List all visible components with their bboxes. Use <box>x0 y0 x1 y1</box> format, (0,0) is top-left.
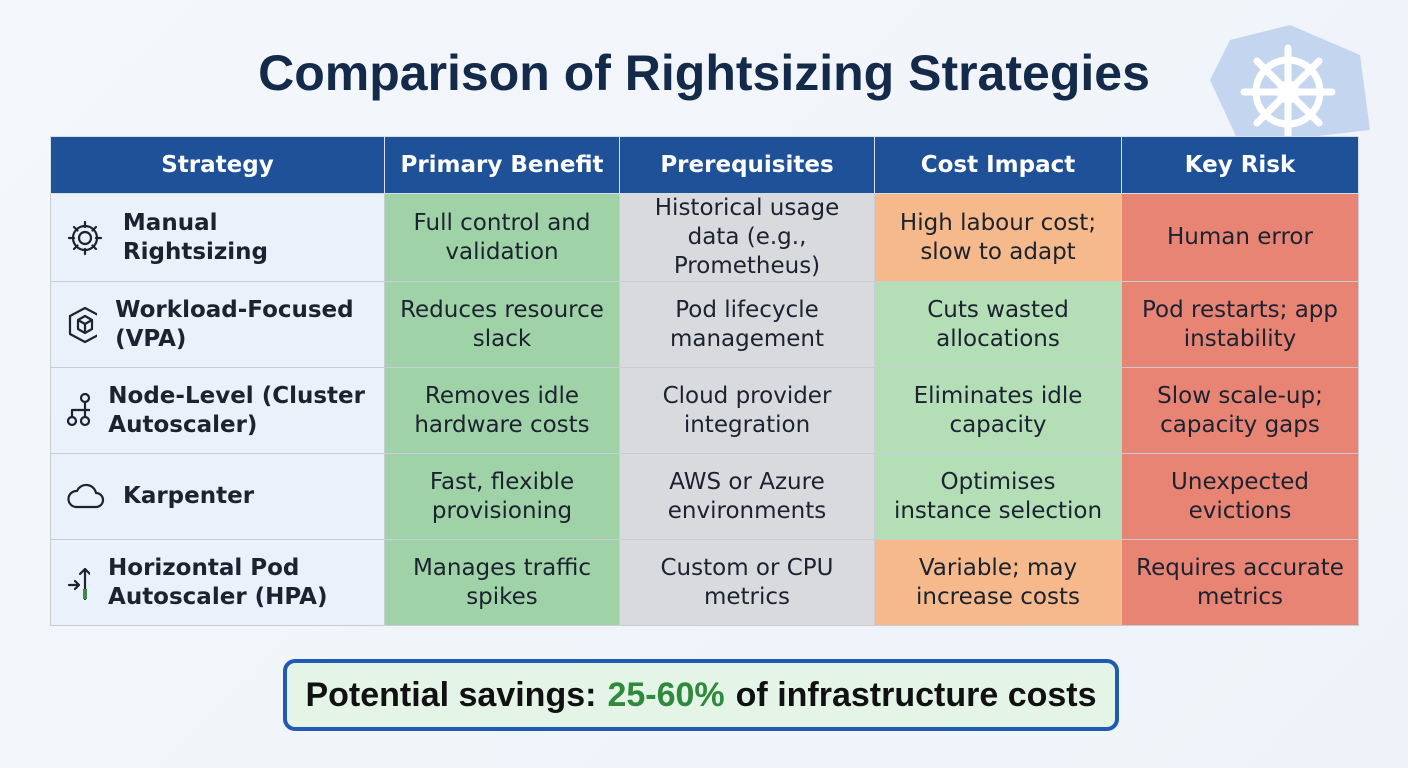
table-cell: Custom or CPU metrics <box>619 539 875 626</box>
table-cell: High labour cost; slow to adapt <box>874 193 1122 282</box>
table-cell: Cloud provider integration <box>619 367 875 454</box>
header-cell: Cost Impact <box>874 136 1122 194</box>
table-cell: Cuts wasted allocations <box>874 281 1122 368</box>
comparison-table: Strategy Primary Benefit Prerequisites Cost… <box>50 136 1359 626</box>
table-cell: Optimises instance selection <box>874 453 1122 540</box>
savings-lead: Potential savings: <box>305 675 597 714</box>
table-cell: Fast, flexible provisioning <box>384 453 620 540</box>
title: Comparison of Rightsizing Strategies <box>258 45 1150 101</box>
strategy-name: Karpenter <box>123 483 255 509</box>
table-cell: Pod lifecycle management <box>619 281 875 368</box>
strategy-wrap: Manual Rightsizing <box>65 209 370 267</box>
savings-tail: of infrastructure costs <box>735 675 1097 714</box>
strategy-wrap: Karpenter <box>65 477 370 517</box>
strategy-wrap: Horizontal Pod Autoscaler (HPA) <box>65 554 370 612</box>
table-row: Node-Level (Cluster Autoscaler) Removes i… <box>50 367 1359 454</box>
strategy-cell: Manual Rightsizing <box>50 193 385 282</box>
strategy-cell: Node-Level (Cluster Autoscaler) <box>50 367 385 454</box>
table-row: Horizontal Pod Autoscaler (HPA) Manages t… <box>50 539 1359 626</box>
table-cell: Reduces resource slack <box>384 281 620 368</box>
table-cell: Eliminates idle capacity <box>874 367 1122 454</box>
table-cell: Pod restarts; app instability <box>1121 281 1359 368</box>
strategy-cell: Horizontal Pod Autoscaler (HPA) <box>50 539 385 626</box>
table-cell: Slow scale-up; capacity gaps <box>1121 367 1359 454</box>
table-body: Manual Rightsizing Full control and valid… <box>50 193 1359 626</box>
table-cell: Requires accurate metrics <box>1121 539 1359 626</box>
header-cell: Primary Benefit <box>384 136 620 194</box>
strategy-icon <box>67 567 91 600</box>
strategy-icon <box>67 483 105 508</box>
table-cell: Human error <box>1121 193 1359 282</box>
strategy-wrap: Workload-Focused (VPA) <box>65 296 370 354</box>
table-row: Manual Rightsizing Full control and valid… <box>50 193 1359 282</box>
strategy-wrap: Node-Level (Cluster Autoscaler) <box>65 382 370 440</box>
table-cell: Unexpected evictions <box>1121 453 1359 540</box>
table-cell: Manages traffic spikes <box>384 539 620 626</box>
header-row: Strategy Primary Benefit Prerequisites Cost… <box>50 136 1359 194</box>
table-cell: AWS or Azure environments <box>619 453 875 540</box>
savings-banner: Potential savings: 25-60% of infrastruct… <box>283 659 1119 731</box>
table-cell: Full control and validation <box>384 193 620 282</box>
header-cell: Prerequisites <box>619 136 875 194</box>
strategy-icon <box>68 306 98 343</box>
strategy-name: Horizontal Pod Autoscaler (HPA) <box>108 554 328 610</box>
table-row: Karpenter Fast, flexible provisioning AWS … <box>50 453 1359 540</box>
table-cell: Removes idle hardware costs <box>384 367 620 454</box>
strategy-cell: Karpenter <box>50 453 385 540</box>
strategy-icon <box>66 392 91 426</box>
kubernetes-logo <box>1210 25 1370 145</box>
table-cell: Variable; may increase costs <box>874 539 1122 626</box>
table-cell: Historical usage data (e.g., Prometheus) <box>619 193 875 282</box>
strategy-cell: Workload-Focused (VPA) <box>50 281 385 368</box>
header-cell: Key Risk <box>1121 136 1359 194</box>
strategy-icon <box>67 220 103 255</box>
header-cell: Strategy <box>50 136 385 194</box>
table-row: Workload-Focused (VPA) Reduces resource s… <box>50 281 1359 368</box>
strategy-name: Node-Level (Cluster Autoscaler) <box>108 382 365 438</box>
strategy-name: Workload-Focused (VPA) <box>115 296 354 352</box>
strategy-name: Manual Rightsizing <box>122 209 269 265</box>
savings-range: 25-60% <box>607 675 725 714</box>
